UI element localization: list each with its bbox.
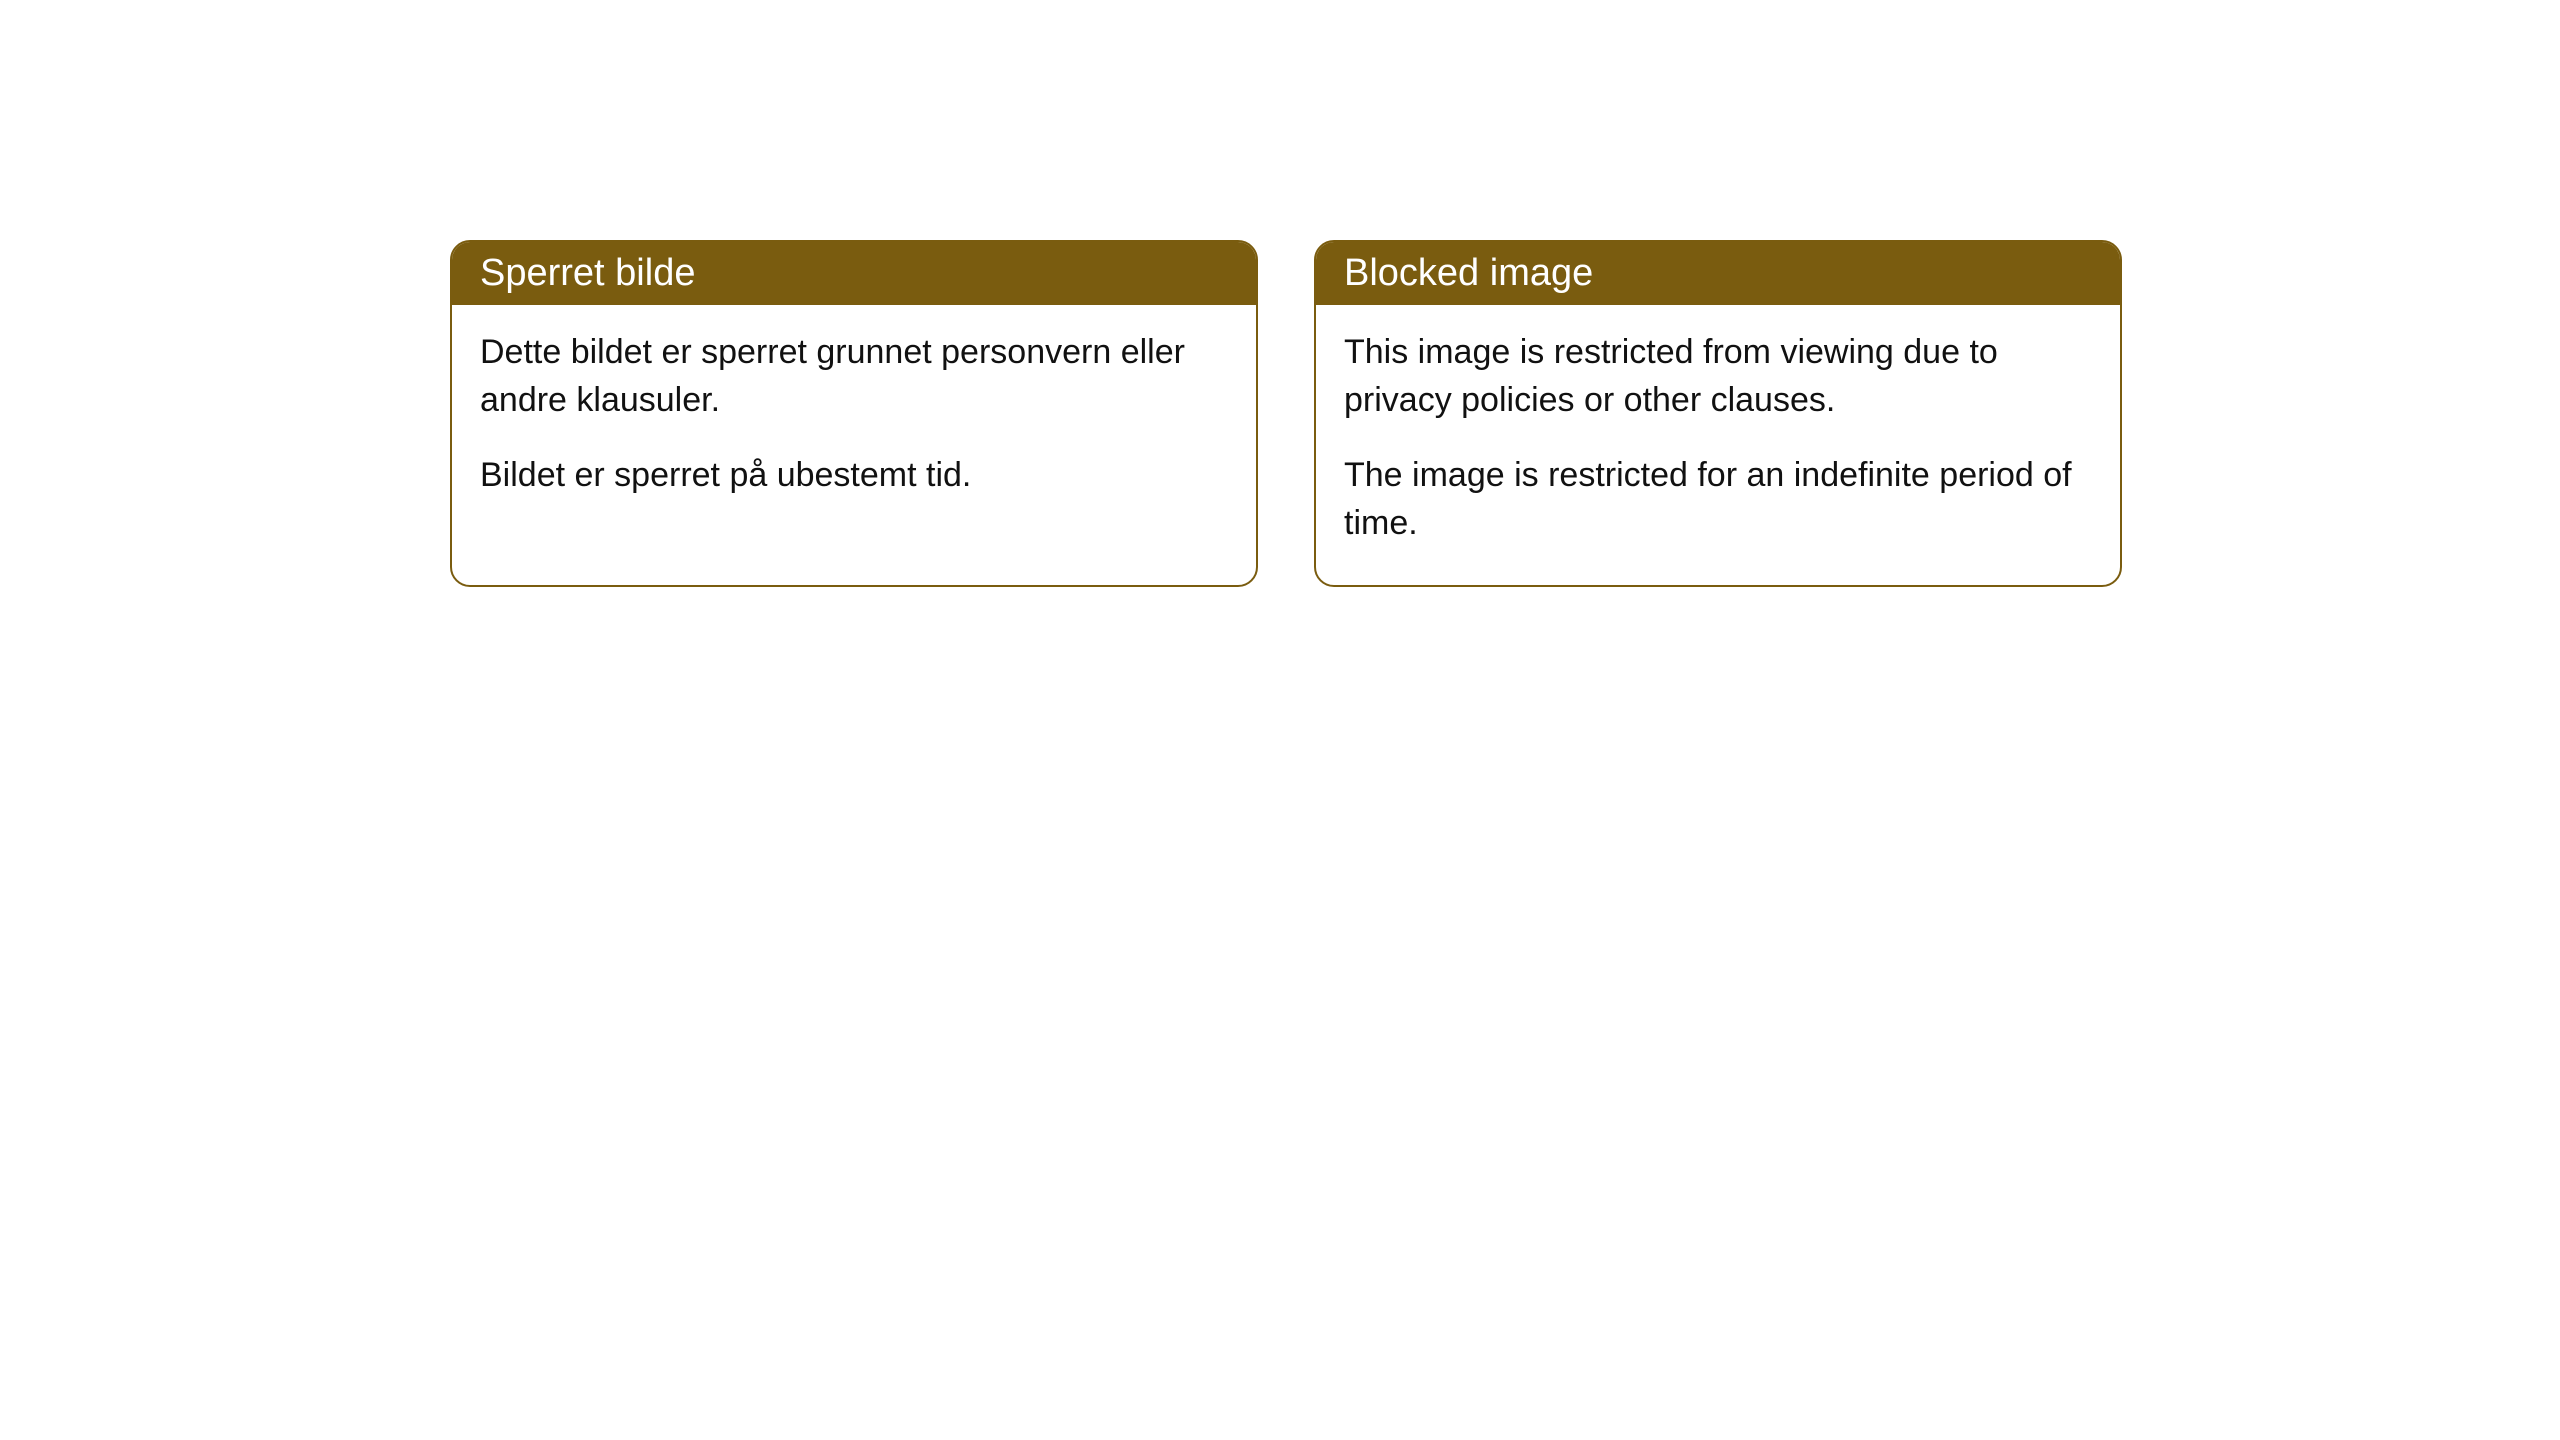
card-body-norwegian: Dette bildet er sperret grunnet personve…: [452, 305, 1256, 538]
card-body-english: This image is restricted from viewing du…: [1316, 305, 2120, 585]
blocked-image-card-norwegian: Sperret bilde Dette bildet er sperret gr…: [450, 240, 1258, 587]
notice-cards-container: Sperret bilde Dette bildet er sperret gr…: [450, 240, 2122, 587]
card-header-english: Blocked image: [1316, 242, 2120, 305]
card-paragraph-2: Bildet er sperret på ubestemt tid.: [480, 452, 1228, 500]
card-paragraph-1: Dette bildet er sperret grunnet personve…: [480, 329, 1228, 424]
card-paragraph-1: This image is restricted from viewing du…: [1344, 329, 2092, 424]
card-paragraph-2: The image is restricted for an indefinit…: [1344, 452, 2092, 547]
blocked-image-card-english: Blocked image This image is restricted f…: [1314, 240, 2122, 587]
card-header-norwegian: Sperret bilde: [452, 242, 1256, 305]
card-title: Sperret bilde: [480, 252, 695, 294]
card-title: Blocked image: [1344, 252, 1593, 294]
